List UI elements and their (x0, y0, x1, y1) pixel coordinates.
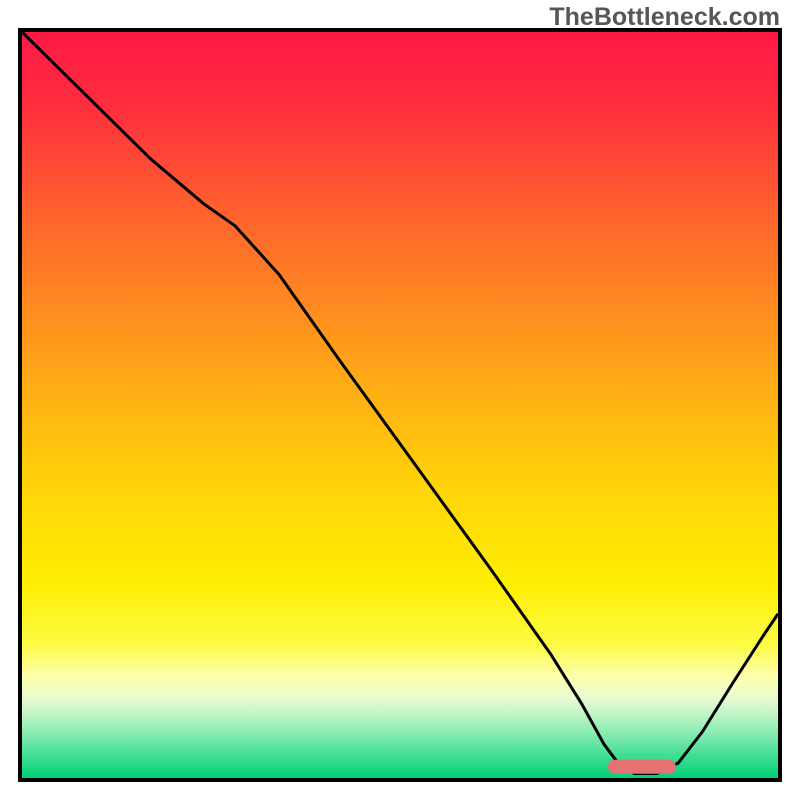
optimal-range-marker (608, 760, 676, 774)
chart-container: TheBottleneck.com (0, 0, 800, 800)
chart-svg (0, 0, 800, 800)
watermark-text: TheBottleneck.com (549, 3, 780, 32)
